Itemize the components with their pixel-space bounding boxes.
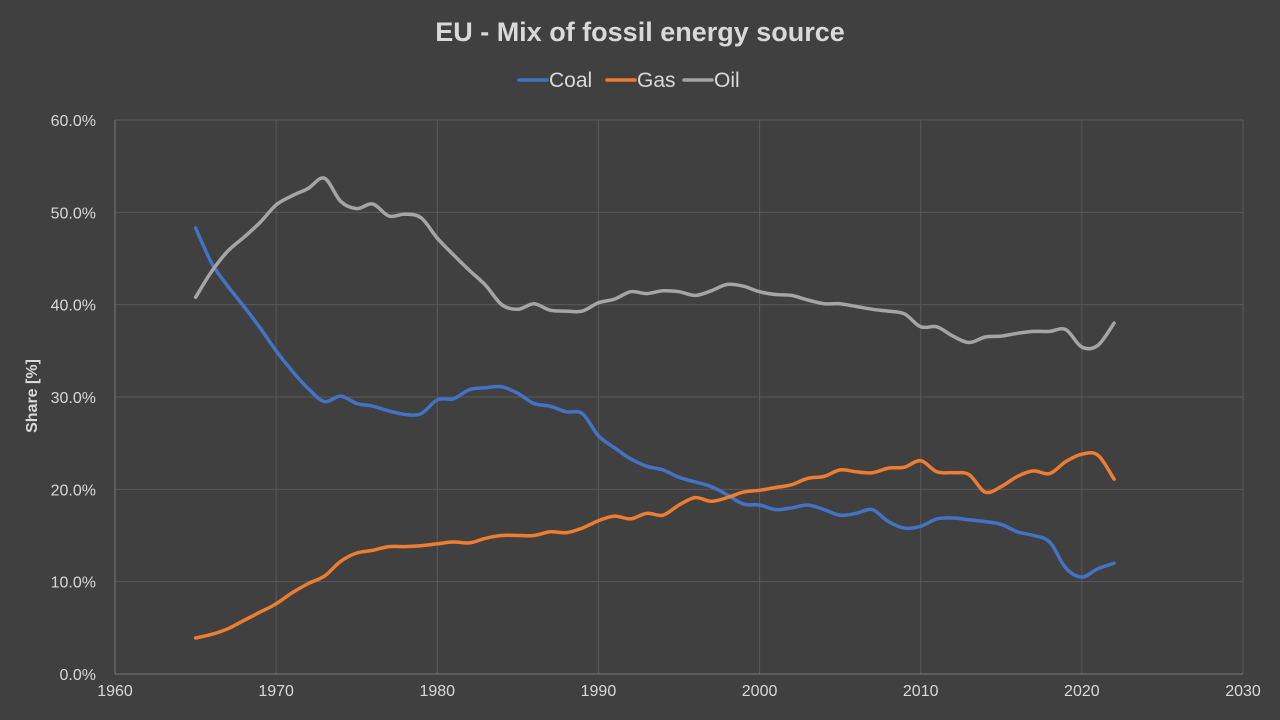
chart-title: EU - Mix of fossil energy source: [435, 17, 845, 47]
legend-label: Oil: [714, 69, 740, 92]
series-line-oil: [193, 176, 1116, 351]
x-tick-label: 2000: [742, 683, 778, 700]
x-tick-label: 1960: [97, 683, 133, 700]
legend-label: Gas: [637, 69, 676, 92]
gridlines: [115, 119, 1244, 674]
legend-label: Coal: [549, 69, 592, 92]
x-tick-label: 1970: [258, 683, 294, 700]
legend-item-gas: Gas: [605, 69, 676, 92]
y-tick-label: 10.0%: [51, 575, 96, 592]
x-tick-label: 1980: [419, 683, 455, 700]
x-tick-label: 1990: [581, 683, 617, 700]
y-tick-label: 0.0%: [60, 667, 96, 684]
legend-item-oil: Oil: [682, 69, 740, 92]
y-tick-label: 20.0%: [51, 482, 96, 499]
y-tick-label: 40.0%: [51, 298, 96, 315]
series-line-gas: [193, 451, 1116, 640]
legend: Coal Gas Oil: [517, 69, 740, 92]
x-tick-label: 2010: [903, 683, 939, 700]
y-axis-title: Share [%]: [24, 359, 41, 433]
y-tick-label: 60.0%: [51, 113, 96, 130]
x-tick-label: 2030: [1225, 683, 1261, 700]
legend-item-coal: Coal: [517, 69, 592, 92]
series-lines: [193, 176, 1116, 640]
axes: [114, 120, 1243, 675]
x-tick-label: 2020: [1064, 683, 1100, 700]
y-tick-label: 30.0%: [51, 390, 96, 407]
tick-labels: 0.0% 10.0% 20.0% 30.0% 40.0% 50.0% 60.0% 1960 19…: [51, 113, 1261, 700]
y-tick-label: 50.0%: [51, 205, 96, 222]
series-line-coal: [193, 226, 1116, 579]
